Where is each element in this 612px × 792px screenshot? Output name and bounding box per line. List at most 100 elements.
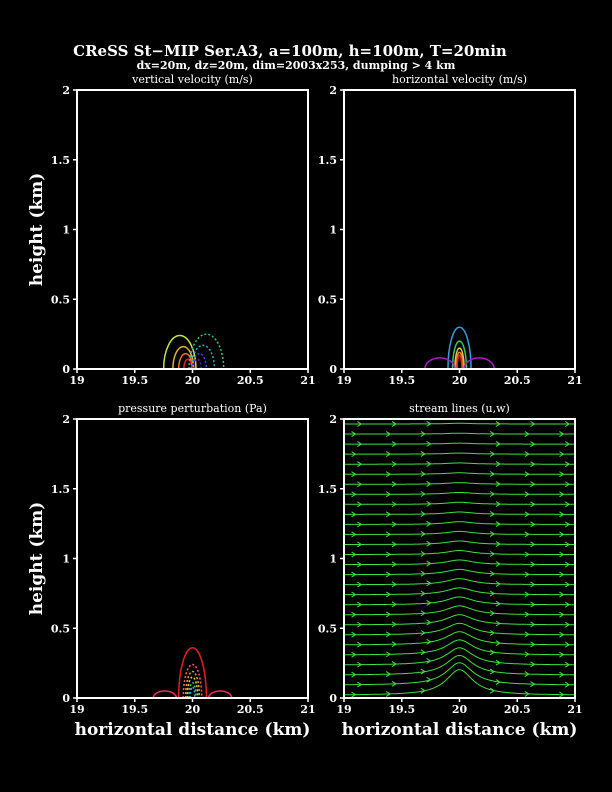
streamline-arrow: [351, 611, 357, 618]
y-tick-label: 1: [329, 224, 337, 237]
streamline-arrow: [420, 610, 426, 617]
streamline-arrow: [391, 501, 397, 508]
y-tick-label: 1: [62, 224, 70, 237]
streamline-arrow: [357, 661, 363, 668]
streamline-arrow: [426, 440, 432, 447]
streamline-arrow: [391, 461, 397, 468]
streamline-arrow: [489, 610, 496, 617]
contour-line: [188, 333, 225, 369]
streamline: [344, 550, 575, 555]
contour-line: [190, 344, 216, 369]
x-tick-label: 21: [300, 703, 315, 716]
y-tick-label: 0: [62, 692, 70, 705]
plot-frame: [76, 89, 309, 370]
streamline-arrow: [357, 561, 363, 568]
streamline-arrow: [426, 540, 432, 547]
streamline-arrow: [420, 531, 426, 537]
x-tick-label: 20.5: [504, 703, 531, 716]
plot-area: [344, 420, 575, 698]
streamline-arrow: [385, 511, 392, 518]
x-tick-label: 20: [452, 703, 468, 716]
streamline-arrow: [530, 461, 536, 468]
x-tick-label: 20: [185, 374, 201, 387]
streamline-arrow: [385, 531, 392, 538]
panel-title: horizontal velocity (m/s): [392, 73, 527, 86]
streamline-arrow: [426, 619, 432, 626]
contour-line: [189, 686, 196, 698]
streamline-arrow: [420, 430, 426, 437]
streamline-arrow: [385, 471, 392, 478]
x-tick-label: 19.5: [388, 374, 415, 387]
streamline-arrow: [351, 631, 357, 638]
streamline-arrow: [357, 501, 363, 508]
x-tick-label: 19: [336, 374, 351, 387]
streamline-arrow: [385, 431, 392, 437]
figure-subtitle: dx=20m, dz=20m, dim=2003x253, dumping > …: [137, 59, 456, 72]
panel-title: pressure perturbation (Pa): [118, 402, 267, 415]
streamline-arrow: [357, 421, 363, 427]
streamline-arrow: [495, 420, 501, 427]
streamline: [344, 462, 575, 465]
panel-title: vertical velocity (m/s): [131, 73, 253, 86]
streamline-arrow: [564, 441, 571, 448]
streamline-arrow: [495, 620, 501, 627]
plot-area: [424, 326, 495, 369]
streamline-arrow: [489, 491, 496, 497]
streamline-arrow: [559, 651, 565, 658]
contour-line: [188, 681, 197, 698]
y-tick-label: 1.5: [318, 483, 337, 496]
x-tick-label: 19: [69, 703, 84, 716]
streamline-arrow: [524, 671, 530, 678]
streamline-arrow: [351, 451, 357, 458]
y-tick-label: 0.5: [51, 293, 70, 306]
streamline-arrow: [357, 441, 363, 448]
streamline-arrow: [524, 651, 530, 658]
streamline-arrow: [357, 541, 363, 548]
streamline-arrow: [559, 691, 565, 698]
streamline-arrow: [391, 581, 397, 588]
streamline-arrow: [357, 621, 363, 628]
streamline: [344, 578, 575, 586]
streamline-arrow: [559, 631, 565, 638]
streamline-arrow: [351, 691, 357, 698]
streamline-arrow: [351, 671, 357, 678]
streamline: [344, 631, 575, 646]
contour-line: [186, 676, 199, 698]
streamline-arrow: [564, 581, 571, 588]
streamline-arrow: [524, 690, 530, 697]
streamline-arrow: [530, 421, 536, 427]
streamline-arrow: [426, 658, 432, 664]
streamline-arrow: [385, 491, 392, 498]
streamline-arrow: [385, 591, 392, 598]
streamline-arrow: [564, 421, 571, 427]
streamline-arrow: [385, 611, 392, 618]
streamline-arrow: [426, 420, 432, 427]
streamline-arrow: [391, 441, 397, 447]
plot-frame: [76, 418, 309, 699]
streamline-arrow: [420, 471, 426, 477]
streamline: [344, 559, 575, 565]
contour-line: [183, 358, 193, 369]
streamline-arrow: [426, 600, 432, 606]
y-tick-label: 0: [62, 363, 70, 376]
y-tick-label: 0.5: [318, 622, 337, 635]
streamline-arrow: [351, 651, 357, 658]
streamline: [344, 662, 575, 686]
x-tick-label: 20.5: [237, 703, 264, 716]
streamline-arrow: [495, 580, 501, 587]
streamline-arrow: [351, 551, 357, 558]
streamline-arrow: [559, 611, 565, 618]
streamline-arrow: [385, 571, 392, 578]
streamline-arrow: [426, 460, 432, 467]
streamline-arrow: [391, 541, 397, 548]
contour-line: [454, 347, 465, 369]
streamline-arrow: [489, 550, 496, 557]
streamline-arrow: [564, 481, 571, 488]
streamline-arrow: [530, 621, 536, 628]
streamline: [344, 432, 575, 435]
streamline-arrow: [495, 461, 501, 467]
streamline: [344, 596, 575, 606]
streamline-arrow: [420, 649, 426, 656]
streamline-arrow: [564, 661, 571, 668]
